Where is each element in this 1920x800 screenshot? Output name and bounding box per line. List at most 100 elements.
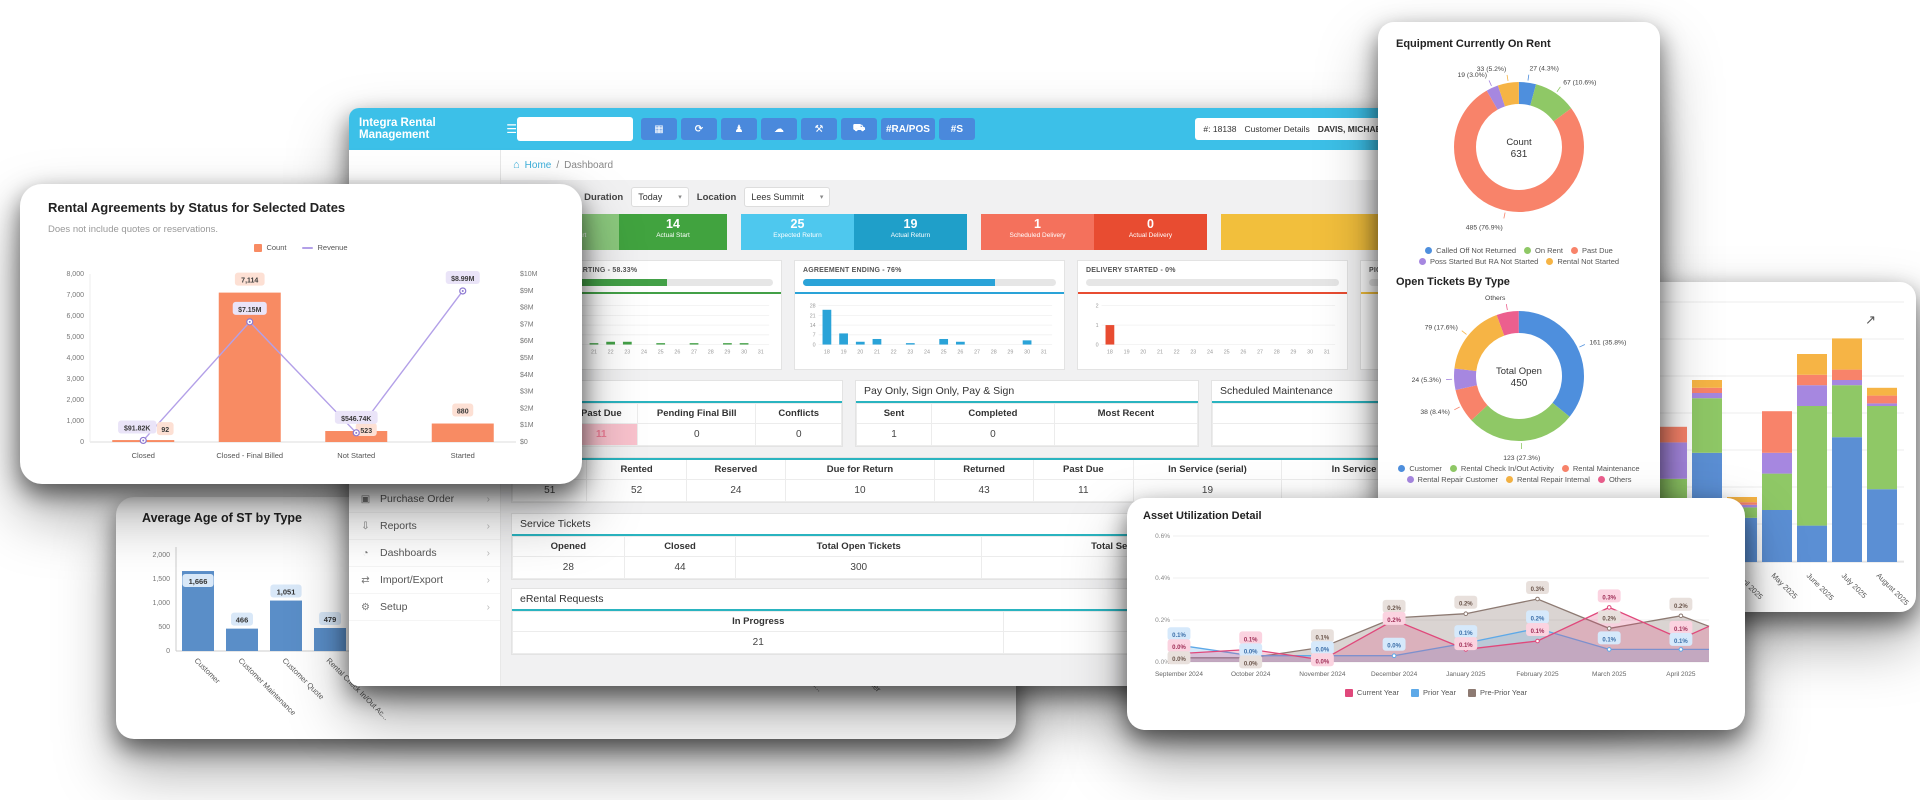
legend-label: Rental Check In/Out Activity	[1460, 464, 1554, 473]
column-header: Pending Final Bill	[636, 403, 757, 424]
cart-icon[interactable]: ⛟	[841, 118, 877, 140]
svg-text:29: 29	[1007, 349, 1013, 355]
svg-text:$0: $0	[520, 439, 528, 446]
duration-select[interactable]: Today ▾	[631, 187, 689, 207]
breadcrumb-home[interactable]: Home	[524, 159, 552, 171]
svg-text:450: 450	[1511, 378, 1528, 389]
legend-label: Rental Repair Internal	[1516, 475, 1590, 484]
kpi-label: Actual Return	[890, 232, 931, 239]
svg-text:25: 25	[1224, 349, 1230, 355]
svg-text:26: 26	[674, 349, 680, 355]
progress-label: AGREEMENT ENDING - 76%	[803, 267, 902, 274]
svg-text:20: 20	[1140, 349, 1146, 355]
svg-text:0.3%: 0.3%	[1531, 587, 1545, 593]
sidebar-item-dashboards[interactable]: ◔ Dashboards ›	[349, 540, 500, 567]
svg-text:0.0%: 0.0%	[1172, 657, 1186, 663]
legend-swatch	[1425, 247, 1433, 254]
user-icon[interactable]: ♟	[721, 118, 757, 140]
sidebar-item-reports[interactable]: ⇩ Reports ›	[349, 513, 500, 540]
svg-text:$1M: $1M	[520, 422, 534, 429]
svg-text:$546.74K: $546.74K	[341, 416, 371, 423]
sidebar-item-icon: ▣	[360, 493, 371, 505]
legend-item: On Rent	[1524, 246, 1563, 255]
location-label: Location	[696, 191, 737, 203]
svg-text:Closed: Closed	[132, 451, 155, 460]
svg-text:0.0%: 0.0%	[1155, 659, 1170, 666]
svg-text:123 (27.3%): 123 (27.3%)	[1503, 455, 1540, 462]
chevron-right-icon: ›	[486, 493, 490, 505]
chevron-down-icon: ▾	[819, 194, 824, 201]
svg-text:27: 27	[691, 349, 697, 355]
equipment-on-rent-donut: 27 (4.3%) 67 (10.6%) 485 (76.9%) 19 (3.0%)3…	[1454, 66, 1596, 231]
home-icon: ⌂	[513, 159, 520, 171]
svg-text:Others: Others	[1485, 295, 1506, 302]
table-cell: 24	[685, 479, 787, 502]
expand-icon[interactable]: ↗	[1865, 312, 1876, 327]
svg-text:$8M: $8M	[520, 305, 534, 312]
card-title: Rental Agreements by Status for Selected…	[48, 200, 346, 215]
sidebar-item-icon: ⇄	[361, 574, 370, 586]
duration-value: Today	[638, 192, 663, 202]
panel-title	[512, 381, 842, 403]
svg-text:0.1%: 0.1%	[1531, 629, 1545, 635]
donut-legend: Customer Rental Check In/Out Activity Rent…	[1396, 464, 1642, 484]
svg-text:79 (17.6%): 79 (17.6%)	[1425, 325, 1458, 332]
kpi-label: Actual Start	[656, 232, 690, 239]
svg-text:479: 479	[324, 615, 337, 624]
svg-text:October 2024: October 2024	[1231, 671, 1271, 678]
sidebar-item-setup[interactable]: ⚙ Setup ›	[349, 594, 500, 621]
table-cell: 11	[1033, 479, 1134, 502]
svg-text:92: 92	[161, 427, 169, 434]
data-panel: Service Tickets Opened Closed Total Open Ti…	[511, 513, 1631, 580]
sidebar-item-purchase-order[interactable]: ▣ Purchase Order ›	[349, 486, 500, 513]
svg-text:30: 30	[741, 349, 747, 355]
svg-text:161 (35.8%): 161 (35.8%)	[1589, 339, 1626, 346]
svg-text:Not Started: Not Started	[337, 451, 375, 460]
cloud-icon[interactable]: ☁	[761, 118, 797, 140]
refresh-icon[interactable]: ⟳	[681, 118, 717, 140]
svg-text:0.2%: 0.2%	[1387, 606, 1401, 612]
svg-text:$5M: $5M	[520, 355, 534, 362]
svg-text:20: 20	[857, 349, 863, 355]
legend-label: Customer	[1409, 464, 1442, 473]
sidebar-item-import-export[interactable]: ⇄ Import/Export ›	[349, 567, 500, 594]
progress-panel: AGREEMENT ENDING - 76% 0 7 14 21 28 18 19 20 21 22…	[794, 260, 1065, 370]
svg-text:24: 24	[924, 349, 930, 355]
svg-text:2,000: 2,000	[152, 552, 170, 559]
svg-text:0.3%: 0.3%	[1602, 595, 1616, 601]
donut-legend: Called Off Not Returned On Rent Past Due Po…	[1396, 246, 1642, 266]
svg-text:$9M: $9M	[520, 288, 534, 295]
svg-text:0.1%: 0.1%	[1172, 633, 1186, 639]
calendar-icon[interactable]: ▦	[641, 118, 677, 140]
legend-item: Past Due	[1570, 246, 1613, 255]
svg-text:1,666: 1,666	[189, 577, 208, 586]
panel-accent-line	[795, 292, 1064, 294]
svg-text:19: 19	[1124, 349, 1130, 355]
sidebar-item-label: Import/Export	[380, 574, 444, 586]
svg-text:July 2025: July 2025	[1840, 571, 1869, 600]
legend-swatch	[1467, 688, 1476, 697]
wrench-icon[interactable]: ⚒	[801, 118, 837, 140]
legend-item: Prior Year	[1411, 688, 1456, 697]
progress-panel: DELIVERY STARTED - 0% 0 1 2 18 19 20 21 22 23 24 25…	[1077, 260, 1348, 370]
panel-title: Service Tickets	[512, 514, 1630, 536]
column-header: Reserved	[685, 458, 787, 480]
svg-text:1,051: 1,051	[277, 588, 296, 597]
svg-text:Customer Quote: Customer Quote	[281, 656, 326, 701]
svg-text:26: 26	[1240, 349, 1246, 355]
nav-button-s[interactable]: #S	[938, 118, 975, 140]
svg-text:22: 22	[1174, 349, 1180, 355]
app-title: Integra Rental Management	[359, 117, 436, 141]
svg-text:25: 25	[941, 349, 947, 355]
global-search-input[interactable]	[517, 117, 633, 141]
legend-item: Called Off Not Returned	[1425, 246, 1516, 255]
table-cell: 1	[855, 423, 933, 446]
nav-button-rapos[interactable]: #RA/POS	[881, 118, 935, 140]
menu-icon[interactable]: ☰	[506, 122, 517, 136]
location-select[interactable]: Lees Summit ▾	[744, 187, 831, 207]
mini-bar-chart: 0 7 14 21 28 18 19 20 21 22 23 24 25 26 27 28 29 30 31	[810, 304, 1053, 355]
svg-text:0.2%: 0.2%	[1602, 616, 1616, 622]
svg-text:0.1%: 0.1%	[1674, 639, 1688, 645]
chevron-right-icon: ›	[486, 547, 490, 559]
